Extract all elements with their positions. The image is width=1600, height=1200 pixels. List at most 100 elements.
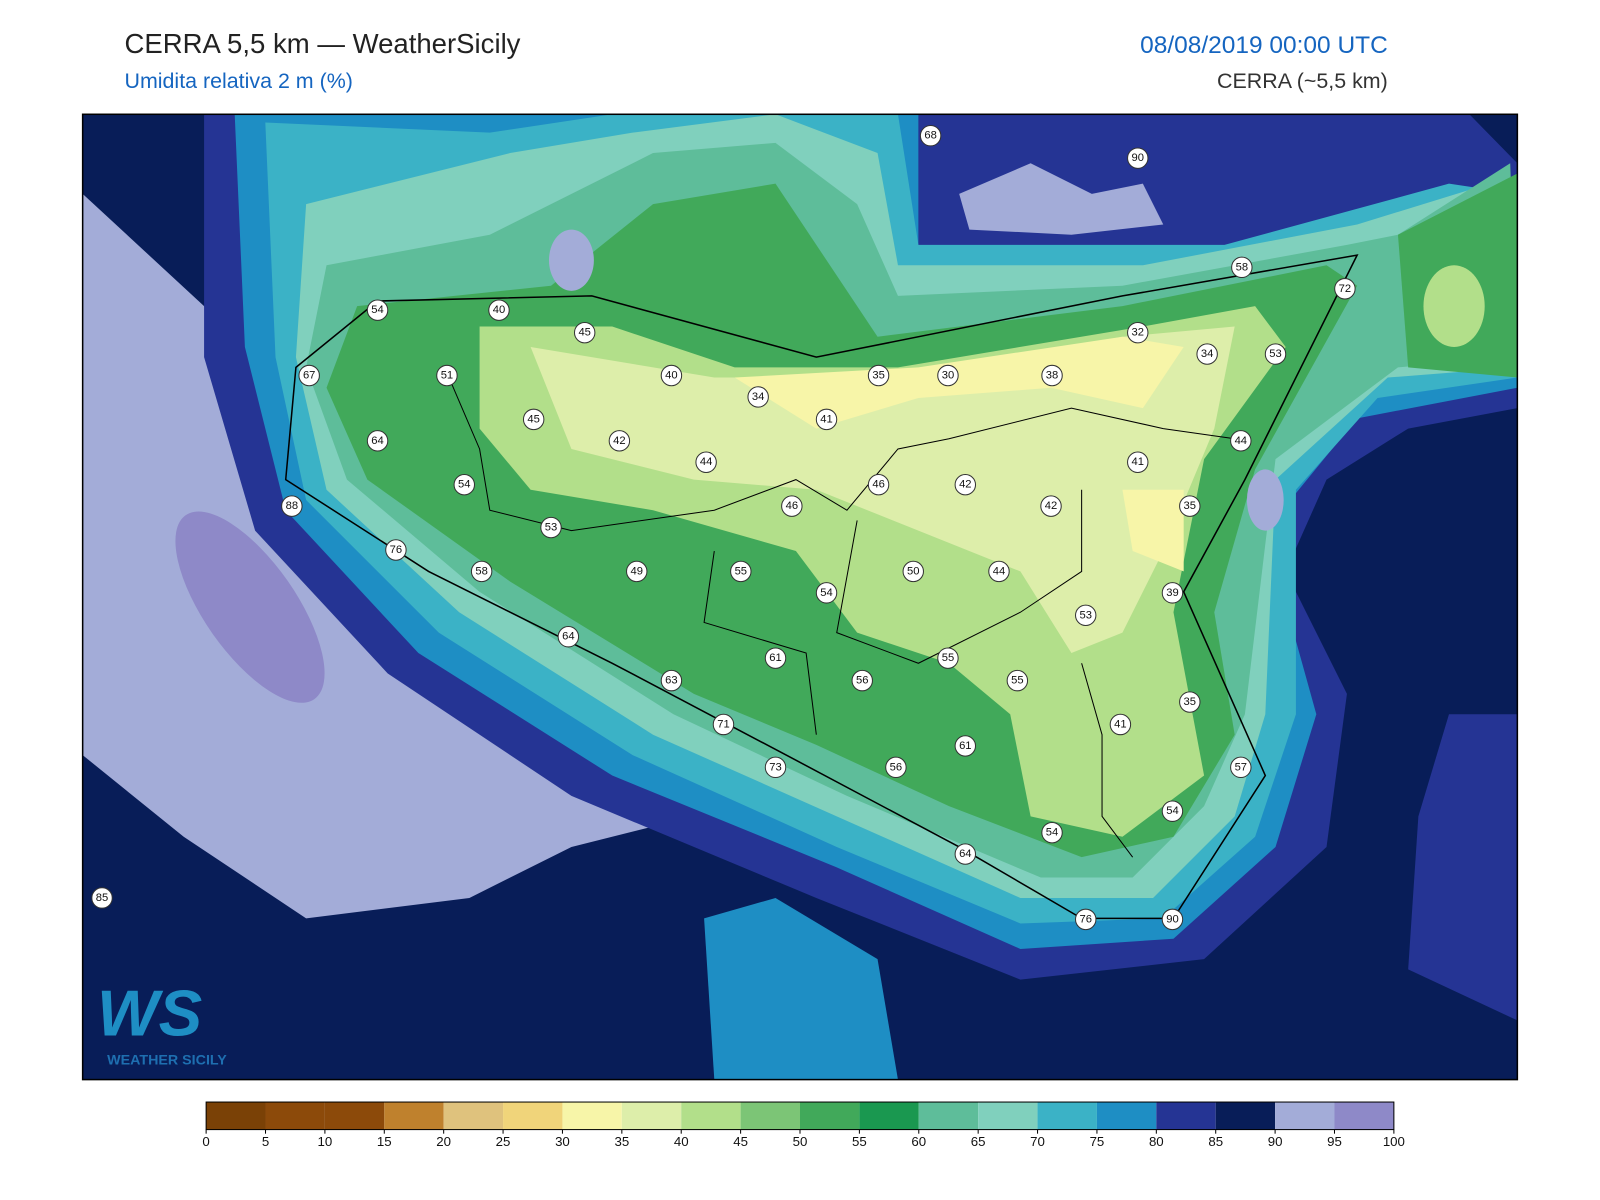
station-value: 58 (475, 565, 487, 577)
station-value: 68 (924, 130, 936, 142)
field (82, 114, 1518, 1080)
station: 72 (1334, 278, 1356, 300)
station: 56 (851, 669, 873, 692)
station-value: 30 (942, 370, 954, 382)
station: 44 (1230, 430, 1252, 452)
station-marker (695, 451, 717, 473)
station-marker (1161, 908, 1184, 931)
colorbar-tick-label: 75 (1090, 1134, 1105, 1149)
station-value: 54 (820, 587, 832, 599)
station-value: 41 (820, 413, 832, 425)
colorbar-bin (265, 1102, 325, 1130)
station-value: 40 (493, 304, 505, 316)
colorbar-tick-label: 100 (1383, 1134, 1405, 1149)
station-marker (1127, 321, 1149, 344)
station-value: 54 (458, 479, 470, 491)
station: 44 (988, 560, 1010, 583)
station-value: 56 (890, 761, 902, 773)
station-value: 56 (856, 675, 868, 687)
station-marker (626, 560, 648, 583)
station: 76 (1075, 908, 1097, 931)
station-value: 32 (1132, 327, 1144, 339)
colorbar-tick-label: 15 (377, 1134, 392, 1149)
station-value: 34 (752, 391, 764, 403)
station-marker (902, 560, 924, 583)
station: 88 (281, 495, 303, 517)
station-value: 61 (769, 652, 781, 664)
colorbar-bin (978, 1102, 1038, 1130)
station: 40 (660, 364, 683, 387)
colorbar-bin (1037, 1102, 1097, 1130)
station-value: 64 (371, 435, 383, 447)
station: 64 (366, 430, 389, 452)
station: 41 (815, 408, 838, 431)
station: 42 (954, 473, 977, 496)
station-marker (1040, 495, 1062, 517)
station-value: 46 (786, 500, 798, 512)
colorbar-tick-label: 35 (614, 1134, 629, 1149)
station-value: 55 (942, 652, 954, 664)
station: 56 (885, 756, 907, 779)
station-marker (573, 321, 596, 344)
colorbar-bin (1275, 1102, 1335, 1130)
station-value: 42 (959, 479, 971, 491)
colorbar-tick-label: 40 (674, 1134, 689, 1149)
station: 64 (954, 843, 977, 865)
station-marker (1127, 147, 1149, 169)
colorbar-bin (918, 1102, 979, 1130)
station-value: 63 (665, 675, 677, 687)
station: 61 (954, 735, 977, 757)
station: 34 (1196, 343, 1218, 365)
station: 45 (522, 408, 545, 431)
station-marker (91, 887, 113, 909)
station-marker (540, 516, 562, 539)
station-marker (1109, 713, 1132, 736)
colorbar-tick-label: 95 (1327, 1134, 1342, 1149)
station-marker (1230, 430, 1252, 452)
station: 58 (470, 560, 493, 583)
station-marker (1231, 256, 1253, 279)
station: 45 (573, 321, 596, 344)
station-marker (815, 582, 838, 604)
station: 67 (298, 364, 320, 387)
station: 63 (660, 669, 683, 692)
station-value: 41 (1114, 718, 1126, 730)
station: 49 (626, 560, 648, 583)
station-marker (764, 647, 787, 669)
station-value: 54 (1046, 827, 1058, 839)
station-marker (385, 539, 407, 561)
station-marker (608, 430, 631, 452)
title: CERRA 5,5 km — WeatherSicily (124, 28, 520, 59)
station-value: 54 (1166, 805, 1178, 817)
station: 54 (815, 582, 838, 604)
subtitle: Umidita relativa 2 m (%) (124, 69, 352, 93)
station-marker (1179, 691, 1201, 713)
station-marker (954, 735, 977, 757)
colorbar-bin (800, 1102, 860, 1130)
station: 54 (366, 299, 389, 321)
colorbar: 0 5 10 15 20 25 30 35 40 45 50 55 60 65 70 75 80 85 90 95 10… (202, 1101, 1405, 1149)
station: 38 (1041, 364, 1063, 387)
station-marker (488, 299, 510, 321)
station: 90 (1127, 147, 1149, 169)
colorbar-bin (681, 1102, 741, 1130)
station-value: 64 (562, 631, 574, 643)
station-value: 45 (578, 327, 590, 339)
colorbar-tick-label: 55 (852, 1134, 867, 1149)
station-marker (522, 408, 545, 431)
station-value: 49 (630, 565, 642, 577)
model-label: CERRA (~5,5 km) (1217, 69, 1388, 93)
station-marker (436, 364, 458, 387)
station: 53 (1075, 604, 1097, 627)
station: 41 (1127, 451, 1149, 473)
station: 41 (1109, 713, 1132, 736)
colorbar-tick-label: 25 (496, 1134, 511, 1149)
station: 35 (1179, 691, 1201, 713)
station: 39 (1161, 582, 1184, 604)
colorbar-tick-label: 10 (318, 1134, 333, 1149)
station: 85 (91, 887, 113, 909)
station-value: 61 (959, 740, 971, 752)
station-value: 76 (390, 544, 402, 556)
station: 32 (1127, 321, 1149, 344)
